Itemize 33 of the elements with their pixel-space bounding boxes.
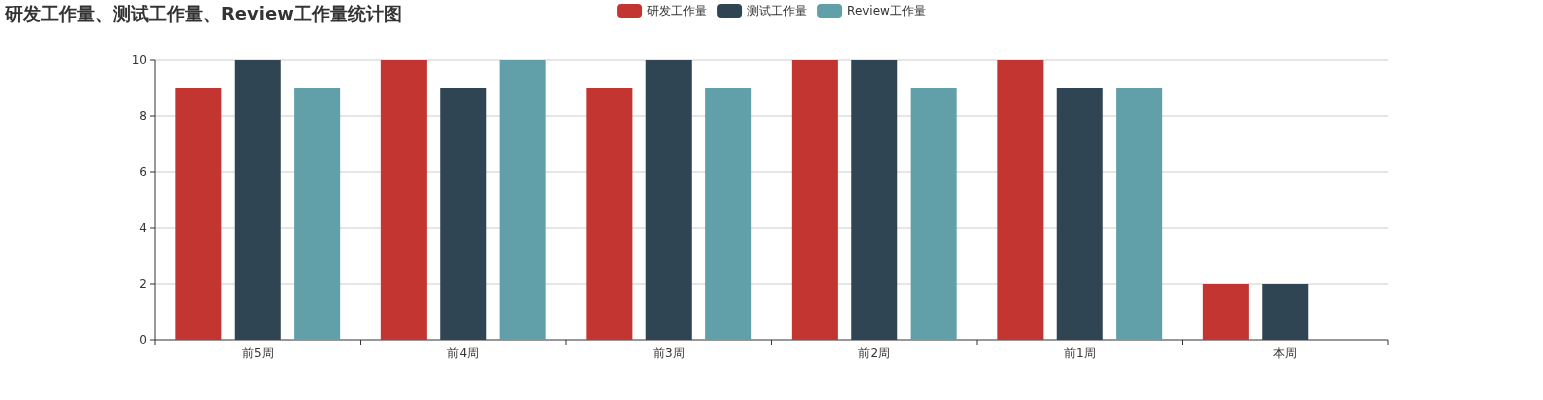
bar bbox=[1056, 88, 1103, 340]
bar bbox=[645, 60, 692, 340]
y-tick-label: 6 bbox=[139, 165, 147, 179]
chart-title: 研发工作量、测试工作量、Review工作量统计图 bbox=[4, 3, 402, 24]
x-tick-label: 前5周 bbox=[241, 346, 274, 360]
bar bbox=[997, 60, 1044, 340]
bar bbox=[1116, 88, 1163, 340]
bar bbox=[791, 60, 838, 340]
bar bbox=[1202, 284, 1249, 340]
x-tick-label: 本周 bbox=[1273, 346, 1298, 360]
bar bbox=[499, 60, 546, 340]
bar bbox=[1262, 284, 1309, 340]
bar bbox=[440, 88, 487, 340]
bar bbox=[175, 88, 222, 340]
bar bbox=[851, 60, 898, 340]
bar bbox=[910, 88, 957, 340]
legend-label: 研发工作量 bbox=[647, 4, 708, 18]
y-tick-label: 8 bbox=[139, 109, 147, 123]
x-tick-label: 前4周 bbox=[447, 346, 480, 360]
bar bbox=[380, 60, 427, 340]
y-tick-label: 10 bbox=[131, 53, 147, 67]
y-tick-label: 0 bbox=[139, 333, 147, 347]
legend-label: Review工作量 bbox=[847, 4, 926, 18]
legend-label: 测试工作量 bbox=[747, 4, 808, 18]
x-tick-label: 前2周 bbox=[858, 346, 891, 360]
bar bbox=[705, 88, 752, 340]
bar bbox=[294, 88, 341, 340]
x-tick-label: 前1周 bbox=[1063, 346, 1096, 360]
y-tick-label: 4 bbox=[139, 221, 147, 235]
x-tick-label: 前3周 bbox=[652, 346, 685, 360]
y-tick-label: 2 bbox=[139, 277, 147, 291]
bar bbox=[586, 88, 633, 340]
bar bbox=[234, 60, 281, 340]
